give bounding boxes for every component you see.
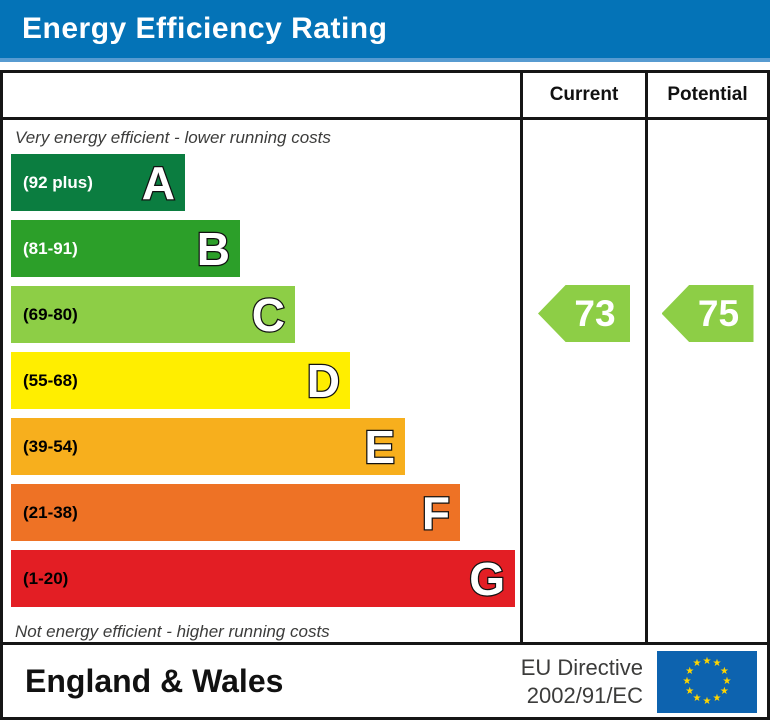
- band-letter: F: [421, 486, 452, 539]
- potential-rating-value: 75: [697, 292, 740, 334]
- eu-flag-star: ★: [702, 655, 712, 667]
- current-rating-column: 73: [523, 120, 648, 642]
- band-letter: C: [251, 288, 287, 341]
- rating-band-e: (39-54) E: [11, 418, 405, 475]
- band-range-label: (39-54): [23, 436, 78, 456]
- potential-rating-column: 75: [648, 120, 767, 642]
- eu-flag-star: ★: [685, 685, 695, 697]
- region-label: England & Wales: [25, 663, 284, 699]
- rating-band-a: (92 plus) A: [11, 154, 185, 211]
- eu-flag-star: ★: [685, 665, 695, 677]
- table-header-row: Current Potential: [3, 73, 767, 120]
- band-range-label: (1-20): [23, 568, 69, 588]
- eu-flag-star: ★: [719, 665, 729, 677]
- band-range-label: (92 plus): [23, 172, 93, 192]
- table-body-row: Very energy efficient - lower running co…: [3, 120, 767, 645]
- page-title: Energy Efficiency Rating: [22, 12, 388, 45]
- rating-band-g: (1-20) G: [11, 550, 515, 607]
- current-rating-arrow: 73: [538, 285, 630, 342]
- eu-flag-star: ★: [702, 695, 712, 707]
- eu-flag-icon: ★ ★ ★ ★ ★ ★ ★ ★ ★ ★ ★ ★: [657, 650, 757, 713]
- band-letter: D: [306, 354, 342, 407]
- current-rating-value: 73: [574, 292, 616, 334]
- rating-band-d: (55-68) D: [11, 352, 350, 409]
- eu-directive-label: EU Directive 2002/91/EC: [521, 654, 643, 709]
- band-letter: B: [196, 222, 232, 275]
- header-cell-current: Current: [523, 73, 648, 117]
- band-range-label: (21-38): [23, 502, 78, 522]
- band-letter: G: [468, 552, 506, 605]
- eu-flag-star: ★: [719, 685, 729, 697]
- band-letter: E: [363, 420, 396, 473]
- band-range-label: (55-68): [23, 370, 78, 390]
- eu-directive-line1: EU Directive: [520, 655, 643, 680]
- rating-band-c: (69-80) C: [11, 286, 295, 343]
- eu-flag-star: ★: [682, 675, 692, 687]
- top-caption: Very energy efficient - lower running co…: [15, 128, 331, 147]
- title-bar-gap: [0, 62, 770, 70]
- eu-flag-star: ★: [692, 692, 702, 704]
- eu-flag-star: ★: [712, 692, 722, 704]
- header-cell-empty: [3, 73, 523, 117]
- title-bar: Energy Efficiency Rating: [0, 0, 770, 58]
- rating-scale-area: Very energy efficient - lower running co…: [3, 120, 523, 642]
- potential-rating-arrow: 75: [661, 285, 754, 342]
- energy-rating-table: Current Potential Very energy efficient …: [0, 70, 770, 720]
- eu-flag-star: ★: [712, 658, 722, 670]
- eu-flag-star: ★: [692, 658, 702, 670]
- eu-directive-line2: 2002/91/EC: [526, 682, 643, 708]
- rating-band-b: (81-91) B: [11, 220, 240, 277]
- bottom-caption: Not energy efficient - higher running co…: [15, 622, 330, 641]
- rating-bands: (92 plus) A (81-91) B (69-80) C (55-68) D (39-54…: [11, 154, 520, 607]
- header-cell-potential: Potential: [667, 84, 748, 105]
- band-range-label: (81-91): [23, 238, 78, 258]
- band-range-label: (69-80): [23, 304, 78, 324]
- eu-flag-star: ★: [722, 675, 732, 687]
- table-footer-row: England & Wales EU Directive 2002/91/EC …: [3, 645, 767, 718]
- rating-band-f: (21-38) F: [11, 484, 460, 541]
- title-bar-accent-strip: [0, 58, 770, 62]
- band-letter: A: [141, 156, 177, 209]
